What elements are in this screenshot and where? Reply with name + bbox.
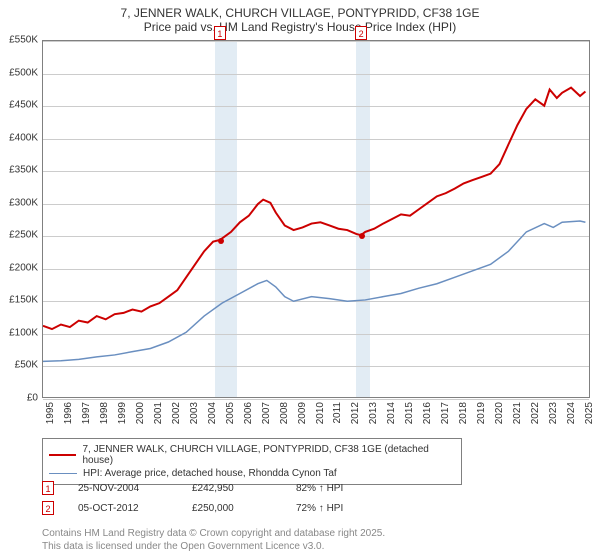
x-tick-label: 1999 (117, 402, 128, 424)
chart-titles: 7, JENNER WALK, CHURCH VILLAGE, PONTYPRI… (0, 0, 600, 35)
x-tick-label: 2010 (315, 402, 326, 424)
sale-marker: 1 (42, 481, 54, 495)
x-tick-label: 2006 (243, 402, 254, 424)
x-tick-label: 2022 (530, 402, 541, 424)
y-tick-label: £50K (15, 360, 38, 371)
sale-delta: 72% ↑ HPI (296, 503, 343, 514)
series-hpi (43, 221, 585, 361)
sale-date: 25-NOV-2004 (78, 483, 168, 494)
x-tick-label: 2014 (386, 402, 397, 424)
y-tick-label: £250K (9, 230, 38, 241)
gridline (43, 399, 589, 400)
x-tick-label: 1995 (45, 402, 56, 424)
y-tick-label: £300K (9, 197, 38, 208)
x-tick-label: 2012 (350, 402, 361, 424)
x-tick-label: 2025 (584, 402, 595, 424)
x-tick-label: 2024 (566, 402, 577, 424)
sale-row: 1 25-NOV-2004 £242,950 82% ↑ HPI (42, 478, 343, 498)
x-tick-label: 2023 (548, 402, 559, 424)
plot-area (42, 40, 590, 398)
x-tick-label: 2011 (332, 402, 343, 424)
y-tick-label: £400K (9, 132, 38, 143)
chart-container: 7, JENNER WALK, CHURCH VILLAGE, PONTYPRI… (0, 0, 600, 560)
y-tick-label: £200K (9, 262, 38, 273)
y-tick-label: £100K (9, 327, 38, 338)
x-tick-label: 2013 (368, 402, 379, 424)
footer-line-2: This data is licensed under the Open Gov… (42, 541, 385, 554)
x-tick-label: 2021 (512, 402, 523, 424)
series-price_paid (43, 88, 585, 329)
y-tick-label: £550K (9, 35, 38, 46)
x-tick-label: 2001 (153, 402, 164, 424)
sale-price: £250,000 (192, 503, 272, 514)
footer-attribution: Contains HM Land Registry data © Crown c… (42, 528, 385, 553)
y-tick-label: £150K (9, 295, 38, 306)
x-tick-label: 2004 (207, 402, 218, 424)
footer-line-1: Contains HM Land Registry data © Crown c… (42, 528, 385, 541)
x-tick-label: 2020 (494, 402, 505, 424)
x-tick-label: 2007 (261, 402, 272, 424)
x-tick-label: 1997 (81, 402, 92, 424)
y-tick-label: £450K (9, 100, 38, 111)
x-tick-label: 2016 (422, 402, 433, 424)
sale-row: 2 05-OCT-2012 £250,000 72% ↑ HPI (42, 498, 343, 518)
legend-row: 7, JENNER WALK, CHURCH VILLAGE, PONTYPRI… (49, 443, 455, 467)
x-tick-label: 2003 (189, 402, 200, 424)
sales-table: 1 25-NOV-2004 £242,950 82% ↑ HPI 2 05-OCT-201… (42, 478, 343, 518)
y-tick-label: £0 (27, 393, 38, 404)
x-tick-label: 1996 (63, 402, 74, 424)
x-tick-label: 1998 (99, 402, 110, 424)
chart-lines (43, 41, 589, 397)
y-tick-label: £500K (9, 67, 38, 78)
sale-delta: 82% ↑ HPI (296, 483, 343, 494)
sale-marker: 2 (42, 501, 54, 515)
legend-swatch (49, 473, 77, 475)
title-line-1: 7, JENNER WALK, CHURCH VILLAGE, PONTYPRI… (0, 6, 600, 20)
x-tick-label: 2009 (297, 402, 308, 424)
x-tick-label: 2000 (135, 402, 146, 424)
x-tick-label: 2015 (404, 402, 415, 424)
marker-label: 1 (214, 26, 226, 40)
x-tick-label: 2002 (171, 402, 182, 424)
sale-point (218, 238, 224, 244)
marker-label: 2 (355, 26, 367, 40)
x-tick-label: 2018 (458, 402, 469, 424)
sale-price: £242,950 (192, 483, 272, 494)
x-tick-label: 2019 (476, 402, 487, 424)
sale-date: 05-OCT-2012 (78, 503, 168, 514)
x-tick-label: 2005 (225, 402, 236, 424)
legend-swatch (49, 454, 76, 456)
y-tick-label: £350K (9, 165, 38, 176)
legend-label: 7, JENNER WALK, CHURCH VILLAGE, PONTYPRI… (82, 444, 455, 466)
title-line-2: Price paid vs. HM Land Registry's House … (0, 20, 600, 34)
x-tick-label: 2017 (440, 402, 451, 424)
x-tick-label: 2008 (279, 402, 290, 424)
sale-point (359, 233, 365, 239)
